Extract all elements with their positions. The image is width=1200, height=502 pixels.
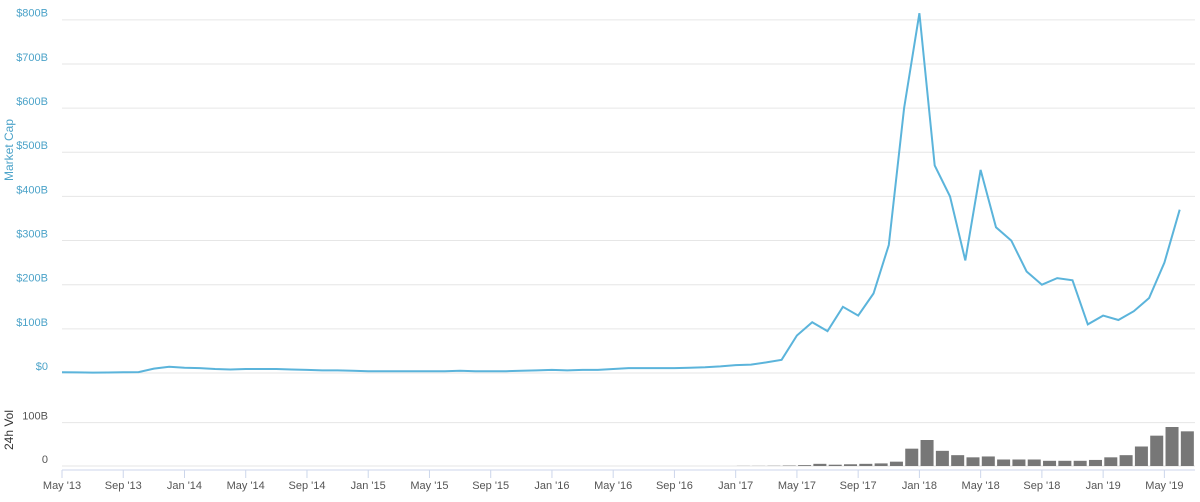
volume-bar: [874, 463, 888, 466]
market-cap-line: [61, 13, 1181, 374]
x-tick-label: Jan '15: [351, 480, 386, 492]
volume-bar: [798, 465, 812, 466]
volume-bar: [981, 456, 995, 466]
volume-bar: [951, 455, 965, 466]
y-tick-label: $0: [36, 361, 48, 373]
y-tick-label: $700B: [16, 52, 48, 64]
y-tick-label: $200B: [16, 273, 48, 285]
volume-bar: [859, 463, 873, 466]
x-tick-label: Sep '13: [105, 480, 142, 492]
x-tick-label: Sep '15: [472, 480, 509, 492]
x-tick-label: Jan '16: [534, 480, 569, 492]
x-tick-label: Jan '18: [902, 480, 937, 492]
x-tick-label: Jan '14: [167, 480, 202, 492]
y-axis-title: 24h Vol: [2, 410, 16, 450]
x-tick-label: May '19: [1145, 480, 1183, 492]
y-tick-label: $400B: [16, 184, 48, 196]
volume-bar: [935, 450, 949, 466]
x-tick-label: May '14: [227, 480, 265, 492]
x-tick-label: May '17: [778, 480, 816, 492]
volume-bar: [1058, 460, 1072, 466]
y-tick-label: $600B: [16, 96, 48, 108]
x-tick-label: May '18: [962, 480, 1000, 492]
x-tick-label: Jan '17: [718, 480, 753, 492]
volume-bar: [1150, 435, 1164, 466]
x-tick-label: May '16: [594, 480, 632, 492]
volume-bar: [1088, 459, 1102, 466]
x-tick-label: Sep '16: [656, 480, 693, 492]
volume-bar: [1027, 459, 1041, 466]
volume-bar: [889, 461, 903, 466]
x-tick-label: May '13: [43, 480, 81, 492]
volume-bar: [905, 448, 919, 466]
y-tick-label: 100B: [22, 411, 48, 423]
y-tick-label: 0: [42, 454, 48, 466]
volume-bar: [1073, 460, 1087, 466]
volume-bar: [1012, 459, 1026, 466]
volume-bar: [1180, 431, 1194, 466]
volume-bar: [1104, 457, 1118, 466]
volume-bar: [1119, 455, 1133, 466]
x-tick-label: Sep '18: [1023, 480, 1060, 492]
y-tick-label: $500B: [16, 140, 48, 152]
y-tick-label: $300B: [16, 228, 48, 240]
volume-bar: [966, 457, 980, 466]
y-axis-title: Market Cap: [2, 119, 16, 181]
y-tick-label: $100B: [16, 317, 48, 329]
volume-bar: [920, 440, 934, 466]
volume-bar: [828, 464, 842, 466]
volume-bar: [1165, 427, 1179, 466]
x-tick-label: Sep '17: [840, 480, 877, 492]
volume-bar: [1134, 446, 1148, 466]
volume-bar: [843, 464, 858, 466]
x-tick-label: Sep '14: [288, 480, 325, 492]
volume-bar: [1043, 460, 1057, 466]
x-tick-label: May '15: [410, 480, 448, 492]
volume-bar: [813, 463, 827, 466]
volume-bar: [997, 459, 1011, 466]
x-tick-label: Jan '19: [1086, 480, 1121, 492]
y-tick-label: $800B: [16, 8, 48, 20]
